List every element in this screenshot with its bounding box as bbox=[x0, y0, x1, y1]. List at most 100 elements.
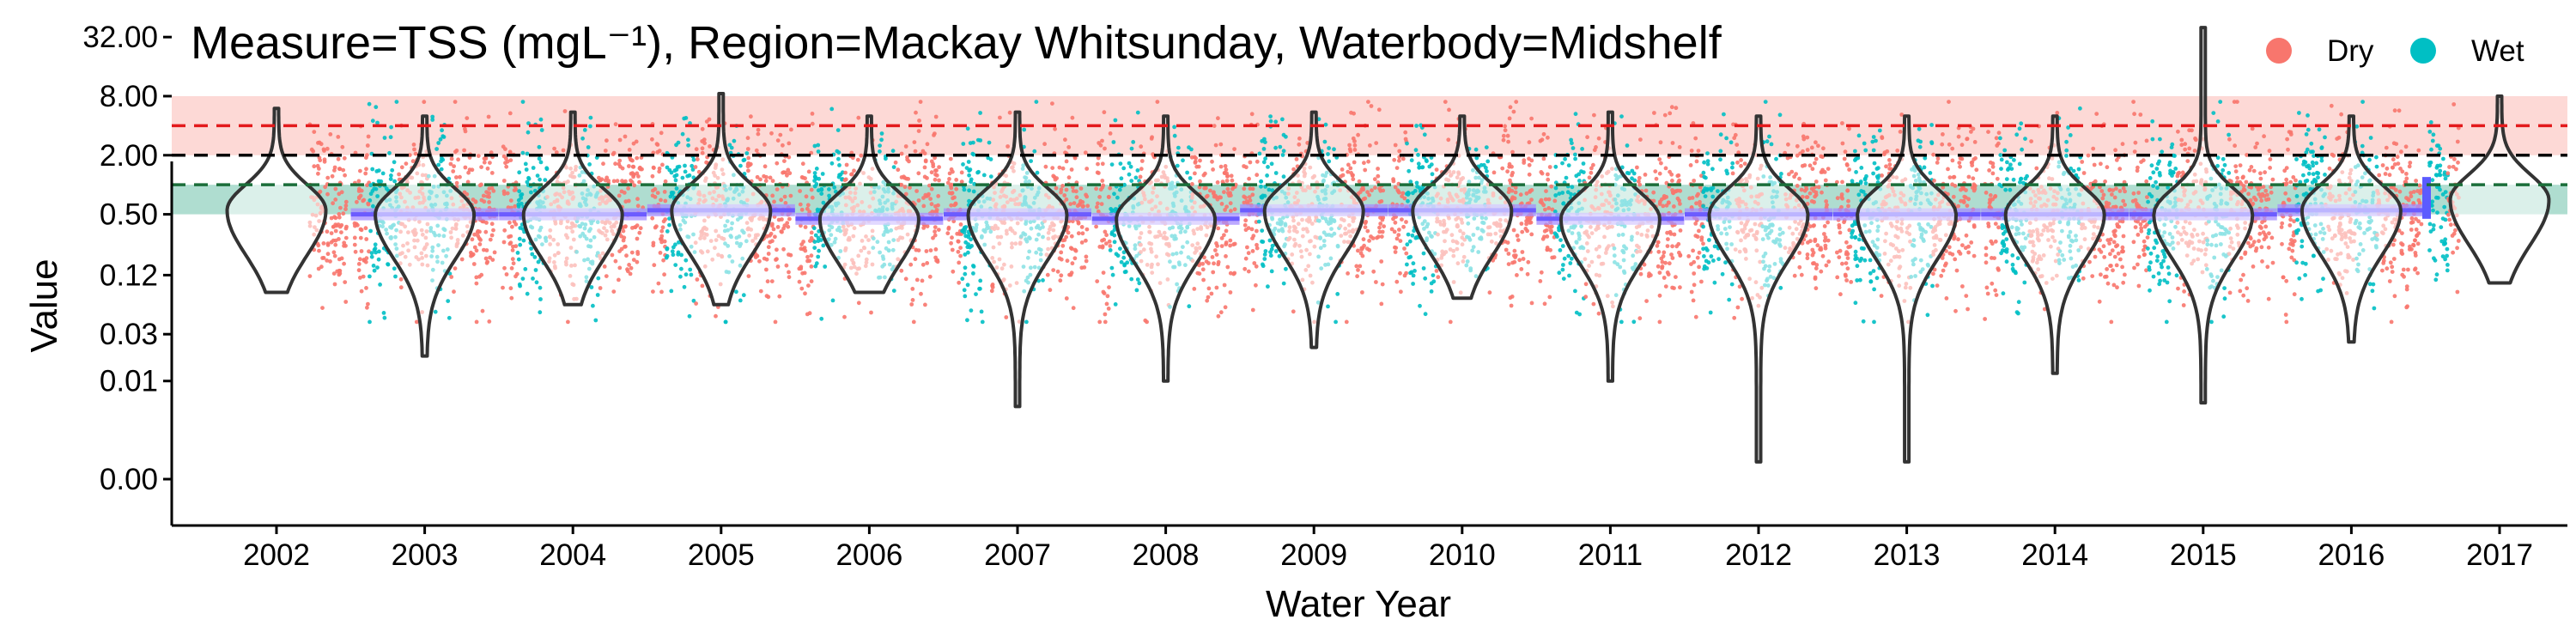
scatter-point bbox=[1711, 258, 1716, 263]
scatter-point bbox=[729, 145, 734, 150]
scatter-point bbox=[1066, 230, 1071, 235]
scatter-point bbox=[1568, 261, 1573, 265]
scatter-point bbox=[969, 244, 974, 248]
scatter-point bbox=[1218, 142, 1224, 147]
scatter-point bbox=[1172, 125, 1176, 130]
scatter-point bbox=[960, 276, 965, 282]
scatter-point bbox=[1418, 303, 1422, 308]
scatter-point bbox=[1767, 134, 1771, 139]
scatter-point bbox=[1379, 301, 1384, 307]
scatter-point bbox=[1064, 187, 1069, 192]
scatter-point bbox=[990, 285, 995, 289]
scatter-point bbox=[1340, 167, 1345, 172]
scatter-point bbox=[1669, 105, 1674, 110]
scatter-point bbox=[910, 287, 915, 291]
scatter-point bbox=[1739, 163, 1743, 168]
scatter-point bbox=[1185, 170, 1189, 175]
scatter-point bbox=[928, 197, 933, 202]
scatter-point bbox=[1224, 228, 1229, 234]
scatter-point bbox=[746, 168, 750, 173]
scatter-point bbox=[933, 114, 939, 119]
scatter-point bbox=[967, 173, 971, 178]
scatter-point bbox=[627, 164, 631, 168]
scatter-point bbox=[627, 263, 631, 267]
scatter-point bbox=[1823, 235, 1828, 240]
scatter-point bbox=[1413, 269, 1417, 273]
scatter-point bbox=[1334, 319, 1338, 325]
scatter-point bbox=[1446, 137, 1451, 143]
scatter-point bbox=[430, 118, 435, 122]
scatter-point bbox=[480, 308, 485, 313]
scatter-point bbox=[775, 161, 780, 166]
scatter-point bbox=[1121, 255, 1127, 260]
scatter-point bbox=[787, 216, 792, 222]
scatter-point bbox=[770, 193, 775, 198]
scatter-point bbox=[1392, 229, 1397, 234]
scatter-point bbox=[799, 286, 805, 291]
scatter-point bbox=[678, 274, 683, 279]
scatter-point bbox=[507, 234, 511, 240]
scatter-point bbox=[1692, 283, 1697, 288]
scatter-point bbox=[832, 185, 837, 190]
scatter-point bbox=[936, 228, 941, 232]
scatter-point bbox=[386, 262, 391, 267]
scatter-point bbox=[1577, 179, 1582, 183]
scatter-point bbox=[596, 276, 601, 281]
scatter-point bbox=[819, 191, 824, 197]
scatter-point bbox=[1562, 256, 1567, 261]
scatter-point bbox=[1725, 171, 1729, 176]
scatter-point bbox=[1094, 224, 1098, 229]
scatter-point bbox=[1273, 119, 1279, 125]
scatter-point bbox=[562, 109, 568, 113]
scatter-point bbox=[805, 312, 810, 317]
scatter-point bbox=[510, 224, 514, 229]
scatter-point bbox=[1690, 196, 1695, 200]
scatter-point bbox=[1414, 180, 1419, 185]
scatter-point bbox=[1543, 197, 1548, 202]
scatter-point bbox=[787, 171, 793, 176]
scatter-point bbox=[1363, 196, 1368, 201]
scatter-point bbox=[1200, 261, 1206, 266]
scatter-point bbox=[1054, 185, 1059, 191]
scatter-point bbox=[1421, 266, 1426, 270]
scatter-point bbox=[972, 181, 977, 186]
scatter-point bbox=[453, 100, 458, 104]
scatter-point bbox=[814, 167, 819, 171]
scatter-point bbox=[1405, 242, 1410, 247]
scatter-point bbox=[1084, 254, 1089, 259]
scatter-point bbox=[1763, 100, 1768, 104]
scatter-point bbox=[1720, 271, 1725, 276]
scatter-point bbox=[1691, 248, 1695, 253]
scatter-point bbox=[1129, 179, 1134, 184]
scatter-point bbox=[913, 257, 918, 262]
scatter-point bbox=[1696, 149, 1701, 154]
scatter-point bbox=[1647, 271, 1651, 276]
scatter-point bbox=[509, 295, 514, 301]
scatter-point bbox=[635, 155, 640, 161]
scatter-point bbox=[1524, 191, 1529, 196]
scatter-point bbox=[801, 240, 805, 244]
scatter-point bbox=[589, 285, 594, 289]
scatter-point bbox=[525, 291, 530, 296]
scatter-point bbox=[376, 179, 381, 184]
scatter-point bbox=[1678, 228, 1683, 233]
scatter-point bbox=[1121, 250, 1127, 255]
scatter-point bbox=[1409, 270, 1414, 275]
scatter-point bbox=[1549, 184, 1554, 189]
scatter-point bbox=[470, 237, 475, 242]
scatter-point bbox=[1541, 203, 1546, 208]
scatter-point bbox=[1561, 263, 1565, 267]
scatter-point bbox=[695, 157, 700, 162]
scatter-point bbox=[487, 319, 492, 324]
scatter-point bbox=[1553, 164, 1558, 169]
scatter-point bbox=[948, 156, 953, 161]
scatter-point bbox=[510, 257, 515, 262]
scatter-point bbox=[472, 245, 477, 250]
scatter-point bbox=[1571, 146, 1576, 150]
scatter-point bbox=[651, 289, 655, 294]
scatter-point bbox=[320, 256, 325, 260]
scatter-point bbox=[1063, 150, 1067, 155]
scatter-point bbox=[1703, 194, 1708, 199]
scatter-point bbox=[1735, 143, 1740, 148]
